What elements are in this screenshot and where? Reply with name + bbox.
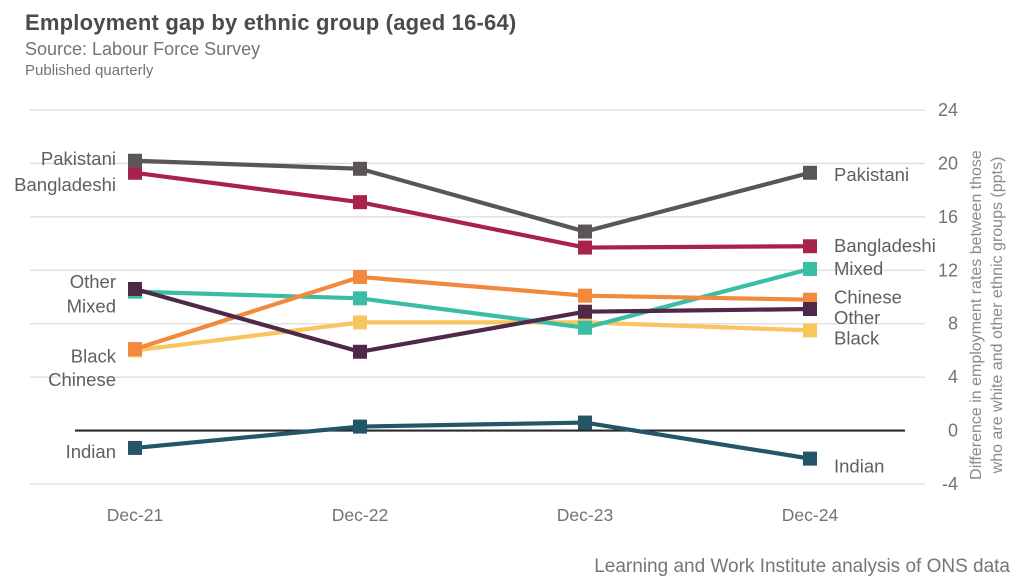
y-tick-label: -4 (942, 474, 958, 494)
series-line-other (134, 286, 811, 354)
series-left-label-black: Black (71, 345, 117, 366)
series-marker-indian (128, 440, 142, 455)
page-title: Employment gap by ethnic group (aged 16-… (25, 10, 517, 35)
series-marker-indian (578, 415, 592, 430)
page-note: Published quarterly (25, 62, 154, 79)
series-line-indian (134, 420, 811, 461)
series-marker-other (578, 304, 592, 319)
y-tick-label: 0 (948, 421, 958, 441)
series-marker-chinese (353, 269, 367, 284)
series-marker-other (128, 281, 142, 296)
page-subtitle: Source: Labour Force Survey (25, 39, 261, 59)
series-marker-pakistani (803, 165, 817, 180)
series-marker-pakistani (578, 224, 592, 239)
series-line-black (134, 320, 811, 353)
series-right-label-black: Black (834, 327, 880, 348)
chart-header: Employment gap by ethnic group (aged 16-… (25, 10, 516, 79)
series-marker-pakistani (353, 161, 367, 176)
series-left-label-chinese: Chinese (48, 369, 116, 390)
y-tick-label: 16 (938, 207, 958, 227)
x-tick-label: Dec-24 (782, 505, 839, 525)
series-marker-black (353, 315, 367, 330)
series-left-label-other: Other (70, 271, 116, 292)
footer-credit: Learning and Work Institute analysis of … (594, 556, 1010, 577)
x-tick-label: Dec-21 (107, 505, 163, 525)
series-line-bangladeshi (134, 170, 811, 250)
series-marker-pakistani (128, 153, 142, 168)
y-tick-label: 20 (938, 153, 958, 173)
series-right-label-indian: Indian (834, 456, 884, 477)
y-axis-title-line1: Difference in employment rates between t… (968, 150, 985, 480)
series-right-label-other: Other (834, 307, 880, 328)
y-tick-label: 4 (948, 367, 958, 387)
series-marker-bangladeshi (803, 239, 817, 254)
series-right-label-pakistani: Pakistani (834, 164, 909, 185)
series-right-label-chinese: Chinese (834, 287, 902, 308)
series-marker-mixed (803, 261, 817, 276)
series-marker-indian (803, 451, 817, 466)
series-marker-mixed (353, 291, 367, 306)
series-marker-mixed (578, 320, 592, 335)
y-tick-label: 8 (948, 314, 958, 334)
series-marker-chinese (128, 342, 142, 357)
series-marker-black (803, 323, 817, 338)
x-tick-label: Dec-22 (332, 505, 388, 525)
x-tick-label: Dec-23 (557, 505, 613, 525)
y-tick-label: 12 (938, 260, 958, 280)
y-axis-title-line2: who are white and other ethnic groups (p… (989, 156, 1006, 474)
series-marker-chinese (578, 288, 592, 303)
series-right-label-bangladeshi: Bangladeshi (834, 235, 936, 256)
series-marker-bangladeshi (578, 240, 592, 255)
series-marker-bangladeshi (353, 195, 367, 210)
series-marker-bangladeshi (128, 165, 142, 180)
y-tick-label: 24 (938, 100, 958, 120)
series-marker-other (803, 302, 817, 317)
series-line-chinese (134, 274, 811, 352)
y-axis-title: Difference in employment rates between t… (966, 85, 1008, 545)
series-line-pakistani (134, 158, 811, 234)
series-left-label-mixed: Mixed (67, 296, 116, 317)
series-left-label-bangladeshi: Bangladeshi (14, 174, 116, 195)
series-marker-indian (353, 419, 367, 434)
series-left-label-indian: Indian (66, 441, 116, 462)
series-left-label-pakistani: Pakistani (41, 148, 116, 169)
series-marker-other (353, 344, 367, 359)
series-right-label-mixed: Mixed (834, 258, 883, 279)
